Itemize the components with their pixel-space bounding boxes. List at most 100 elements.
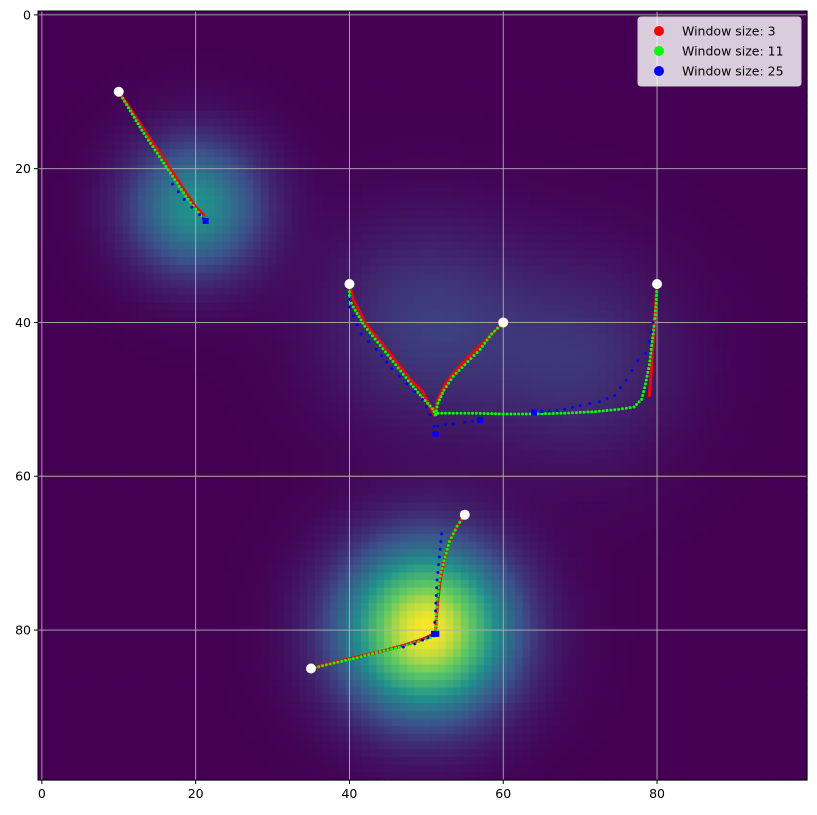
trajectory-point <box>347 305 351 309</box>
trajectory-point <box>651 332 655 336</box>
trajectory-point <box>363 654 367 658</box>
trajectory-point <box>442 388 446 392</box>
trajectory-point <box>478 347 482 351</box>
trajectory-point <box>646 370 650 374</box>
trajectory-point <box>644 382 648 386</box>
trajectory-point <box>582 410 586 414</box>
trajectory-point <box>390 367 394 371</box>
trajectory-point <box>441 563 445 567</box>
trajectory-point <box>451 411 455 415</box>
trajectory-point <box>474 411 478 415</box>
trajectory-point <box>601 409 605 413</box>
trajectory-point <box>501 412 505 416</box>
trajectory-point <box>359 318 363 322</box>
start-point <box>652 278 663 289</box>
trajectory-point <box>613 408 617 412</box>
trajectory-point <box>340 659 344 663</box>
trajectory-point <box>397 374 401 378</box>
trajectory-point <box>493 329 497 333</box>
trajectory-point <box>434 593 438 597</box>
trajectory-point <box>654 301 658 305</box>
trajectory-point <box>433 620 437 624</box>
trajectory-point <box>401 645 405 649</box>
trajectory-point <box>184 194 188 198</box>
trajectory-point <box>359 332 363 336</box>
trajectory-point <box>483 341 487 345</box>
trajectory-point <box>391 360 395 364</box>
trajectory-point <box>374 651 378 655</box>
trajectory-point <box>123 99 127 103</box>
trajectory-point <box>385 360 389 364</box>
trajectory-point <box>406 379 410 383</box>
trajectory-point <box>588 402 592 406</box>
trajectory-point <box>605 409 609 412</box>
trajectory-point <box>405 382 409 386</box>
trajectory-point <box>142 131 146 135</box>
trajectory-point <box>653 317 657 321</box>
trajectory-point <box>201 213 205 217</box>
trajectory-point <box>353 308 357 312</box>
trajectory-point <box>386 353 390 357</box>
trajectory-point <box>413 390 417 394</box>
trajectory-point <box>394 363 398 367</box>
grid-lines <box>38 11 807 780</box>
trajectory-point <box>153 148 157 152</box>
trajectory-point <box>437 563 441 567</box>
trajectory-point <box>644 378 648 382</box>
trajectory-endpoint <box>432 430 439 437</box>
trajectory-point <box>435 605 439 609</box>
trajectory-point <box>357 315 361 319</box>
trajectory-point <box>128 109 132 113</box>
trajectory-point <box>455 524 459 528</box>
trajectory-point <box>373 337 377 341</box>
trajectory-point <box>472 354 476 358</box>
trajectory-point <box>563 407 567 411</box>
trajectory-point <box>467 411 471 415</box>
trajectory-point <box>418 393 422 397</box>
trajectory-point <box>505 412 509 416</box>
trajectory-point <box>426 636 430 640</box>
start-point <box>305 663 316 674</box>
trajectory-point <box>347 290 351 294</box>
trajectory-point <box>517 412 521 416</box>
trajectory-point <box>186 197 190 201</box>
trajectory-point <box>182 191 186 195</box>
trajectory-point <box>495 326 499 330</box>
trajectory-point <box>194 207 198 211</box>
trajectory-point <box>409 642 413 646</box>
trajectory-point <box>652 328 656 332</box>
start-point <box>498 317 509 328</box>
y-tick-label: 80 <box>15 623 31 638</box>
trajectory-point <box>378 650 382 654</box>
trajectory-point <box>177 184 181 188</box>
trajectory-point <box>416 390 420 394</box>
trajectory-point <box>144 135 148 139</box>
trajectory-point <box>355 311 359 315</box>
trajectory-point <box>321 664 325 668</box>
x-tick-label: 20 <box>188 786 204 801</box>
trajectory-point <box>597 400 601 404</box>
trajectory-point <box>436 424 440 428</box>
trajectory-point <box>355 656 359 660</box>
trajectory-point <box>349 301 353 305</box>
trajectory-point <box>374 347 378 351</box>
trajectory-point <box>649 347 653 351</box>
trajectory-point <box>578 404 582 407</box>
trajectory-point <box>351 657 355 661</box>
trajectory-point <box>494 412 498 416</box>
trajectory-point <box>404 376 408 380</box>
trajectory-endpoint <box>433 630 440 637</box>
trajectory-point <box>437 555 441 559</box>
trajectory-point <box>651 336 655 340</box>
trajectory-point <box>197 213 201 217</box>
trajectory-point <box>619 386 623 390</box>
trajectory-point <box>551 411 555 415</box>
trajectory-point <box>426 401 429 405</box>
trajectory-point <box>189 201 193 205</box>
trajectory-point <box>647 367 651 371</box>
trajectory-point <box>405 643 409 647</box>
trajectory-point <box>644 351 648 355</box>
trajectory-point <box>648 359 652 363</box>
trajectory-point <box>632 405 636 409</box>
trajectory-point <box>451 532 455 536</box>
